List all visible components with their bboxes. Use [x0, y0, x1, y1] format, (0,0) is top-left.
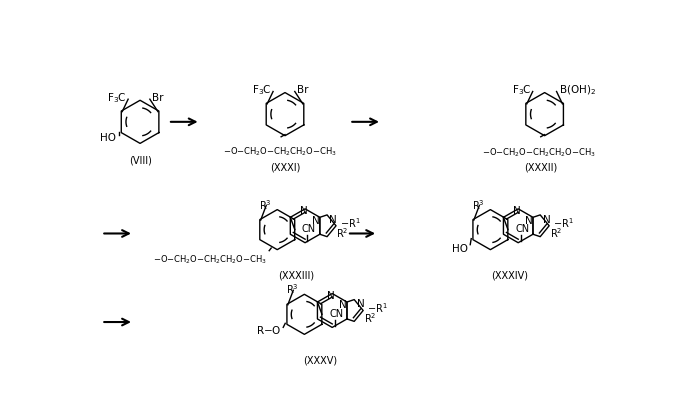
Text: B(OH)$_2$: B(OH)$_2$ [559, 83, 596, 97]
Text: $-$O$-$CH$_2$O$-$CH$_2$CH$_2$O$-$CH$_3$: $-$O$-$CH$_2$O$-$CH$_2$CH$_2$O$-$CH$_3$ [222, 145, 337, 158]
Text: (XXXI): (XXXI) [270, 162, 300, 172]
Text: N: N [326, 290, 335, 300]
Text: N: N [525, 215, 533, 225]
Text: N: N [356, 299, 364, 309]
Text: Br: Br [152, 93, 164, 103]
Text: N: N [329, 214, 337, 224]
Text: $-$R$^1$: $-$R$^1$ [340, 216, 361, 229]
Text: F$_3$C: F$_3$C [512, 83, 532, 97]
Text: R$^3$: R$^3$ [472, 197, 484, 211]
Text: (XXXV): (XXXV) [303, 354, 337, 365]
Text: $-$R$^1$: $-$R$^1$ [553, 216, 574, 229]
Text: N: N [339, 299, 347, 310]
Text: F$_3$C: F$_3$C [108, 91, 127, 104]
Text: CN: CN [515, 224, 529, 234]
Text: $-$O$-$CH$_2$O$-$CH$_2$CH$_2$O$-$CH$_3$: $-$O$-$CH$_2$O$-$CH$_2$CH$_2$O$-$CH$_3$ [153, 253, 267, 266]
Text: R$-$O: R$-$O [256, 323, 281, 335]
Text: N: N [513, 206, 521, 216]
Text: R$^2$: R$^2$ [363, 311, 376, 324]
Text: R$^2$: R$^2$ [336, 226, 349, 240]
Text: (XXXIV): (XXXIV) [491, 270, 528, 280]
Text: CN: CN [302, 224, 316, 234]
Text: R$^3$: R$^3$ [259, 197, 271, 211]
Text: N: N [542, 214, 550, 224]
Text: R$^2$: R$^2$ [549, 226, 562, 240]
Text: (VIII): (VIII) [129, 155, 152, 165]
Text: F$_3$C: F$_3$C [252, 83, 272, 97]
Text: $-$R$^1$: $-$R$^1$ [367, 300, 388, 314]
Text: (XXXIII): (XXXIII) [279, 270, 315, 280]
Text: HO: HO [452, 243, 468, 253]
Text: Br: Br [297, 85, 308, 95]
Text: HO: HO [100, 133, 116, 142]
Text: $-$O$-$CH$_2$O$-$CH$_2$CH$_2$O$-$CH$_3$: $-$O$-$CH$_2$O$-$CH$_2$CH$_2$O$-$CH$_3$ [482, 146, 596, 159]
Text: R$^3$: R$^3$ [286, 282, 298, 295]
Text: CN: CN [329, 309, 343, 318]
Text: N: N [312, 215, 320, 225]
Text: (XXXII): (XXXII) [524, 162, 557, 172]
Text: N: N [300, 206, 308, 216]
